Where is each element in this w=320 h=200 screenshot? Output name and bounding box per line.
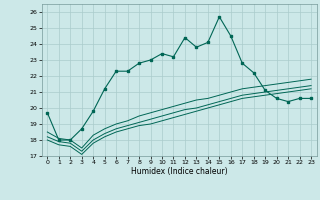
X-axis label: Humidex (Indice chaleur): Humidex (Indice chaleur) bbox=[131, 167, 228, 176]
